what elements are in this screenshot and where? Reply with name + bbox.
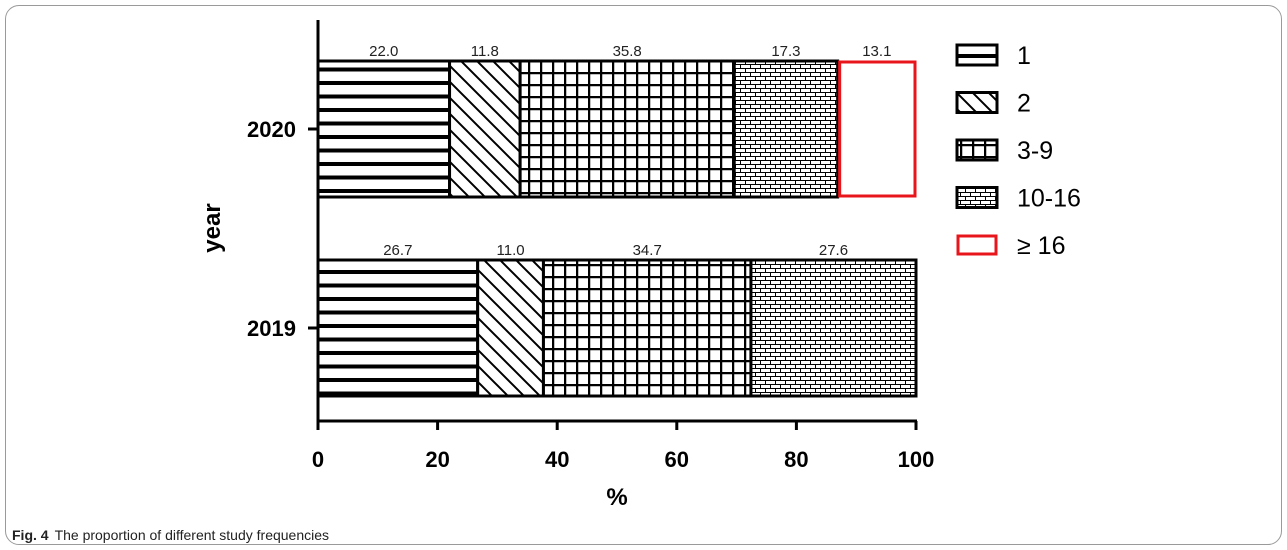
data-label-2019-series-2: 34.7 [633,242,662,259]
bar-2019-series-3 [749,258,918,398]
bar-2020-series-4 [838,60,917,198]
legend-swatch-1 [955,91,999,114]
y-tick-label-2020: 2020 [247,117,296,142]
figure-caption: Fig. 4 The proportion of different study … [12,527,329,543]
data-label-2020-series-1: 11.8 [471,43,499,60]
x-tick-label-20: 20 [425,447,449,472]
figure-caption-text: The proportion of different study freque… [54,527,330,543]
bar-2020-series-1 [448,59,522,199]
x-tick-label-40: 40 [545,447,569,472]
legend-swatch-4 [956,234,998,256]
bar-2019-series-2 [541,258,753,398]
data-label-2020-series-0: 22.0 [369,43,398,60]
data-label-2020-series-4: 13.1 [862,43,891,60]
y-tick-label-2019: 2019 [247,316,296,341]
data-label-2020-series-3: 17.3 [771,43,800,60]
x-axis-title: % [606,484,627,511]
legend-label-3: 10-16 [1017,185,1081,213]
data-label-2019-series-1: 11.0 [497,242,525,259]
bar-2019-series-0 [316,258,480,398]
x-tick-label-80: 80 [784,447,808,472]
data-label-2019-series-3: 27.6 [819,242,848,259]
legend-swatch-2 [955,138,999,162]
figure-frame [5,5,1282,545]
legend-swatch-3 [955,186,999,209]
y-axis-title: year [199,203,226,252]
axes-layer: 0 20 40 60 80 100 2020 2019% year [199,20,934,511]
x-tick-label-60: 60 [665,447,689,472]
legend-label-2: 3-9 [1017,137,1053,165]
legend-label-1: 2 [1017,90,1031,118]
data-label-2020-series-2: 35.8 [613,43,642,60]
data-label-2019-series-0: 26.7 [383,242,412,259]
legend-label-4: ≥ 16 [1017,232,1065,260]
x-tick-label-0: 0 [312,447,324,472]
bar-2019-series-1 [476,258,545,398]
bar-2020-series-3 [732,59,840,199]
x-tick-label-100: 100 [898,447,935,472]
figure-caption-label: Fig. 4 [12,527,49,543]
bar-2020-series-0 [316,59,452,199]
legend-swatch-0 [955,43,999,67]
stacked-bar-chart: 22.0 11.8 35.8 17.3 13.126.7 11.0 34.7 27.6 0 20… [199,20,1081,511]
bar-2020-series-2 [518,59,736,199]
legend-label-0: 1 [1017,42,1031,70]
legend: 1 2 3-9 10-16 ≥ 16 [955,42,1081,260]
bars-layer: 22.0 11.8 35.8 17.3 13.1 26.7 11.0 34.7 27.6 [316,43,918,398]
